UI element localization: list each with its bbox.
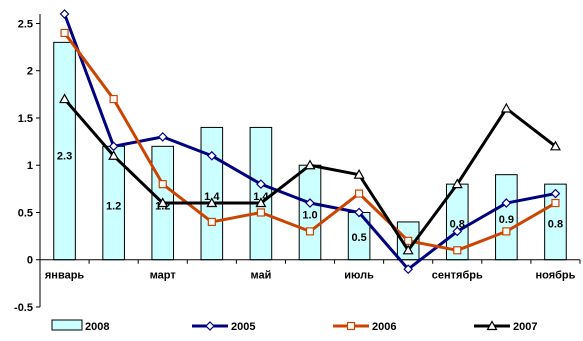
legend-label-2007: 2007	[513, 321, 537, 333]
x-tick-label: ноябрь	[535, 270, 575, 282]
marker-2006	[404, 236, 413, 245]
marker-2007	[549, 140, 561, 151]
bar-data-label: 1.2	[106, 200, 121, 212]
bar-data-label: 1.4	[253, 191, 269, 203]
marker-2006	[354, 189, 364, 198]
x-tick-label: июль	[344, 270, 374, 282]
marker-2006	[158, 180, 167, 189]
marker-2005	[501, 198, 512, 208]
marker-2007	[451, 178, 463, 189]
legend-marker-2005	[205, 321, 215, 331]
marker-2007	[157, 197, 169, 208]
y-tick-label: 2	[27, 66, 33, 78]
legend-marker-2006	[346, 321, 356, 331]
bar-data-label: 1.0	[302, 209, 317, 221]
legend-label-2005: 2005	[231, 321, 255, 333]
marker-2006	[551, 198, 560, 208]
marker-2007	[108, 150, 120, 160]
bar-data-label: 0.5	[351, 232, 366, 244]
y-tick-label: 1	[27, 160, 33, 172]
legend-swatch-2008	[51, 319, 83, 331]
marker-2005	[157, 132, 168, 142]
bar-data-label: 0.8	[548, 218, 563, 230]
marker-2006	[502, 227, 511, 236]
marker-2006	[60, 28, 69, 38]
marker-2007	[59, 93, 71, 104]
bar-data-label: 2.3	[57, 150, 72, 162]
marker-2006	[256, 208, 266, 217]
marker-2005	[452, 226, 463, 237]
x-tick-label: май	[250, 270, 271, 282]
bar-data-label: 0.9	[499, 214, 514, 226]
bar-data-label: 0.8	[450, 218, 465, 230]
marker-2006	[207, 217, 216, 227]
marker-2006	[305, 227, 315, 236]
x-tick-label: январь	[45, 270, 85, 282]
marker-2005	[59, 9, 70, 19]
marker-2005	[354, 207, 364, 218]
x-tick-label: сентябрь	[432, 270, 483, 282]
bar-data-label: 1.2	[155, 200, 170, 212]
marker-2005	[550, 188, 561, 199]
marker-2007	[402, 244, 414, 255]
marker-2007	[353, 168, 365, 179]
marker-2006	[453, 246, 462, 255]
legend-label-2008: 2008	[85, 321, 109, 333]
y-tick-label: -0.5	[14, 302, 33, 314]
marker-2007	[304, 159, 316, 170]
legend-marker-2007	[486, 320, 498, 331]
marker-2007	[255, 197, 267, 208]
marker-2007	[500, 102, 512, 113]
y-tick-label: 2.5	[18, 18, 33, 30]
marker-2005	[256, 179, 266, 189]
x-tick-label: март	[150, 270, 177, 282]
bar-data-label: 1.4	[204, 191, 220, 203]
y-tick-label: 1.5	[18, 113, 33, 125]
marker-2007	[206, 197, 218, 208]
marker-2005	[206, 150, 217, 161]
marker-2005	[305, 198, 315, 208]
legend-label-2006: 2006	[372, 321, 396, 333]
y-tick-label: 0	[27, 255, 33, 267]
marker-2006	[109, 94, 118, 104]
y-tick-label: 0.5	[18, 207, 33, 219]
marker-2005	[403, 264, 414, 275]
